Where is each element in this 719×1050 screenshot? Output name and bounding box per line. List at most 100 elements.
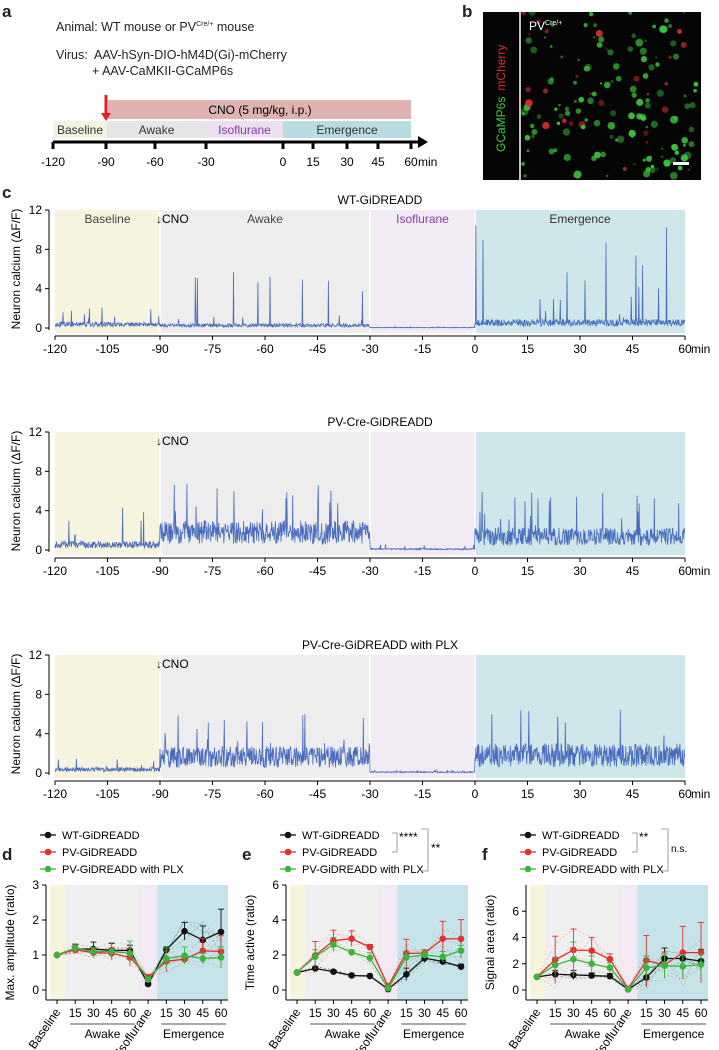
- timeline-arrowhead: [418, 136, 428, 148]
- x-tick-label: 30: [573, 787, 587, 801]
- legend-label: WT-GiDREADD: [62, 830, 140, 842]
- cell-dot: [668, 24, 672, 28]
- data-point: [330, 968, 337, 975]
- x-tick-label: -75: [204, 787, 222, 801]
- y-tick-label: 4: [35, 504, 42, 518]
- cell-dot: [593, 119, 601, 127]
- individual-trace: [536, 957, 702, 991]
- timeline-tick-label: -30: [197, 155, 215, 169]
- cell-dots: [520, 12, 699, 180]
- cell-dot: [547, 78, 554, 85]
- trace-title: PV-Cre-GiDREADD: [327, 415, 433, 429]
- y-tick-label: 12: [29, 648, 43, 662]
- individual-trace: [536, 949, 702, 990]
- y-tick-label: 6: [512, 904, 519, 918]
- cell-dot: [544, 29, 549, 34]
- cell-dot: [656, 168, 659, 171]
- cell-dot: [682, 12, 686, 14]
- cell-dot: [595, 29, 603, 37]
- group-label: Emergence: [643, 1027, 705, 1041]
- cell-dot: [663, 159, 671, 167]
- annotation-emergence: Emergence: [549, 212, 611, 226]
- epoch-band-awake: [545, 885, 619, 1000]
- x-tick-label: -30: [361, 787, 379, 801]
- cell-dot: [572, 175, 575, 178]
- cell-dot: [660, 155, 664, 159]
- epoch-label-3: Emergence: [316, 123, 378, 137]
- x-tick-label: 30: [87, 1008, 100, 1020]
- cell-dot: [593, 23, 598, 28]
- cell-dot: [607, 121, 616, 130]
- annotation-cno: ↓CNO: [156, 212, 189, 226]
- epoch-band-emergence: [475, 210, 685, 333]
- legend-label: PV-GiDREADD with PLX: [302, 864, 424, 876]
- annotation-awake: Awake: [247, 212, 283, 226]
- cell-dot: [591, 91, 597, 97]
- data-point: [606, 955, 614, 963]
- calcium-trace: [54, 709, 685, 774]
- x-tick-label: -105: [95, 564, 119, 578]
- legend-marker: [44, 831, 52, 839]
- individual-trace: [56, 921, 222, 984]
- x-tick-label: 30: [573, 564, 587, 578]
- cell-dot: [645, 126, 649, 129]
- x-tick-label: -75: [204, 342, 222, 356]
- mean-line: [56, 947, 222, 981]
- data-point: [366, 943, 374, 951]
- epoch-band-isoflurane: [619, 885, 638, 1000]
- channel-mcherry: mCherry: [494, 45, 508, 91]
- x-tick-label: -60: [256, 564, 274, 578]
- cell-dot: [573, 80, 577, 85]
- data-point: [366, 954, 374, 962]
- mean-line: [296, 938, 462, 988]
- x-tick-label: -90: [151, 787, 169, 801]
- cell-dot: [664, 18, 669, 23]
- epoch-box-2: [206, 121, 283, 138]
- cell-dot: [672, 53, 679, 60]
- cell-dot: [670, 115, 678, 124]
- cell-dot: [593, 151, 601, 159]
- legend-marker: [284, 848, 292, 856]
- y-tick-label: 1: [32, 948, 39, 962]
- x-tick-label: 60: [455, 1008, 468, 1020]
- x-tick-label: -60: [256, 787, 274, 801]
- timeline-tick-label: 60: [404, 155, 418, 169]
- sig-label-1: **: [639, 830, 649, 844]
- legend-marker: [524, 831, 532, 839]
- y-axis-label: Signal area (ratio): [483, 895, 497, 990]
- data-point: [217, 928, 225, 936]
- x-tick-label: 30: [178, 1008, 191, 1020]
- cell-dot: [677, 165, 683, 171]
- cell-dot: [631, 33, 637, 39]
- y-tick-label: 8: [35, 242, 42, 256]
- cell-dot: [600, 82, 603, 85]
- cell-dot: [650, 164, 655, 169]
- data-point: [181, 927, 188, 935]
- group-label: Emergence: [163, 1027, 225, 1041]
- data-point: [366, 972, 374, 980]
- epoch-box-1: [107, 121, 206, 138]
- data-point: [144, 980, 152, 988]
- cell-dot: [580, 124, 586, 130]
- cell-dot: [542, 88, 549, 94]
- cell-dot: [677, 29, 682, 34]
- legend-marker: [44, 848, 52, 856]
- x-tick-label: -45: [309, 564, 327, 578]
- cell-dot: [536, 19, 542, 25]
- y-tick-label: 4: [512, 931, 519, 945]
- x-tick-label: -90: [151, 564, 169, 578]
- x-tick-label: 15: [521, 342, 535, 356]
- cell-dot: [681, 136, 689, 144]
- cell-dot: [693, 88, 697, 93]
- cell-dot: [633, 163, 636, 166]
- calcium-trace: [54, 483, 685, 552]
- data-point: [348, 972, 355, 979]
- cell-dot: [668, 55, 672, 60]
- cell-dot: [645, 141, 648, 144]
- data-point: [588, 960, 595, 968]
- data-point: [533, 973, 541, 981]
- cell-dot: [669, 171, 678, 180]
- data-point: [588, 972, 595, 979]
- cell-dot: [605, 174, 609, 178]
